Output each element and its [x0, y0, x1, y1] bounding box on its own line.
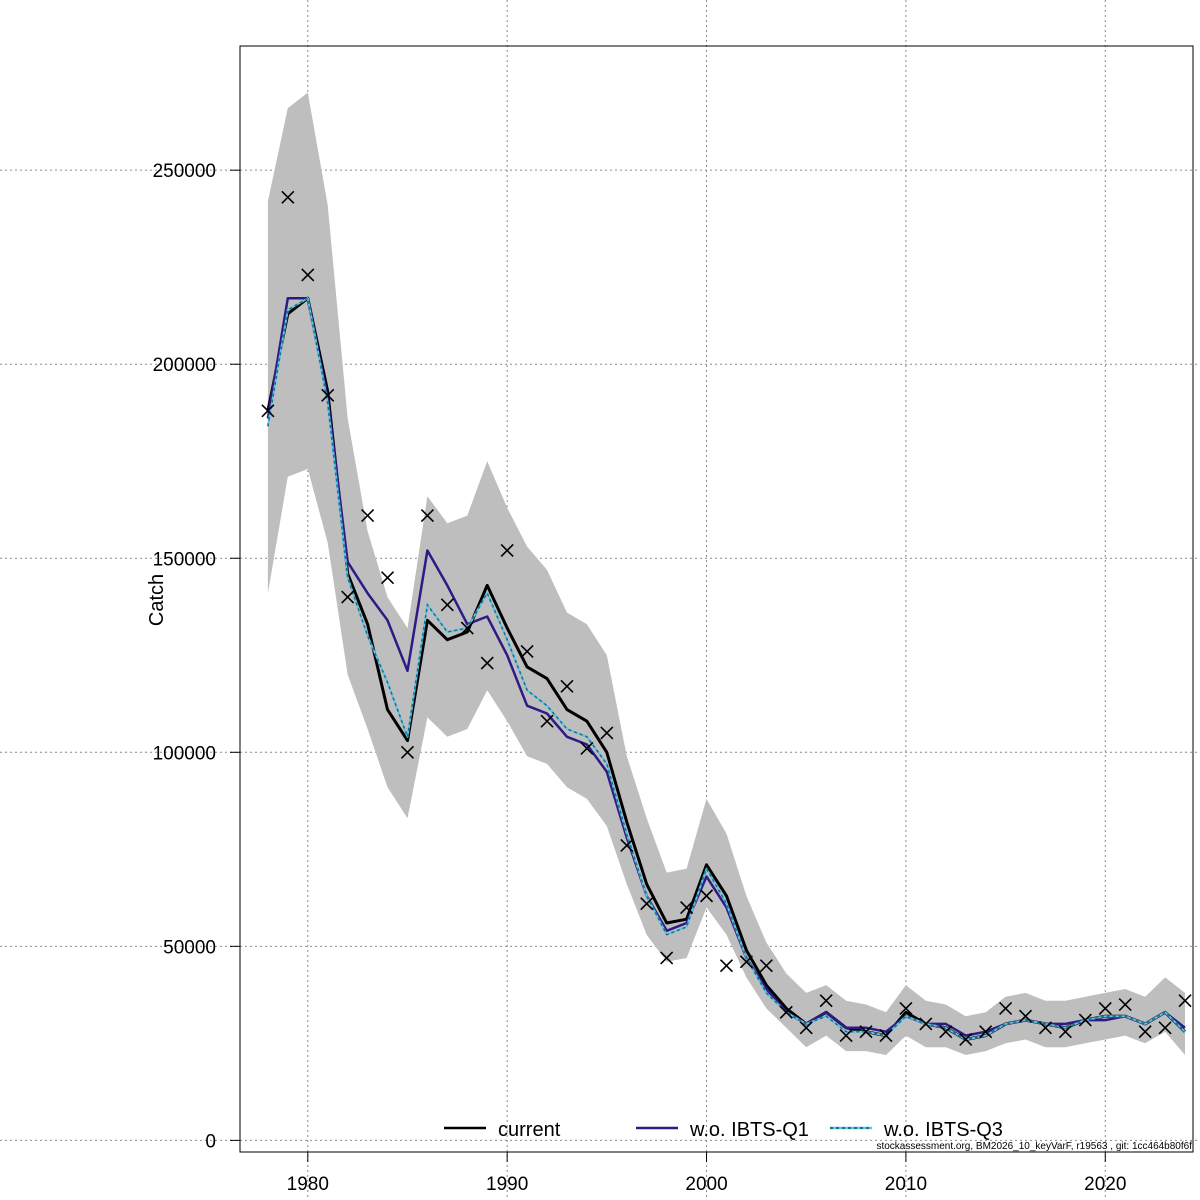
y-tick-label: 150000 [153, 549, 216, 570]
observed-point [460, 621, 474, 635]
observed-point [779, 1005, 793, 1019]
observed-point [819, 994, 833, 1008]
y-tick-label: 200000 [153, 355, 216, 376]
observed-point [999, 1001, 1013, 1015]
x-tick-label: 2000 [685, 1174, 727, 1195]
x-axis: 1980 1990 2000 2010 2020 [287, 1152, 1126, 1195]
observed-point [321, 388, 335, 402]
legend-label-current: current [498, 1119, 561, 1141]
observed-point [281, 190, 295, 204]
series-line-wo-ibts-q3-dash [267, 297, 1186, 1041]
y-tick-label: 250000 [153, 161, 216, 182]
observed-point [1118, 997, 1132, 1012]
observed-points [261, 190, 1192, 1047]
observed-point [600, 726, 614, 740]
x-tick-label: 1980 [287, 1174, 329, 1195]
observed-point [580, 741, 594, 755]
legend-label-wo-ibts-q1: w.o. IBTS-Q1 [689, 1119, 809, 1141]
observed-point [959, 1032, 973, 1047]
y-axis: 0 50000 100000 150000 200000 250000 [153, 161, 240, 1152]
observed-point [540, 714, 554, 728]
observed-point [879, 1029, 893, 1043]
legend-label-wo-ibts-q3: w.o. IBTS-Q3 [883, 1119, 1003, 1141]
observed-point [919, 1017, 933, 1031]
observed-point [380, 571, 395, 585]
observed-point [699, 889, 714, 903]
observed-point [341, 590, 355, 604]
observed-point [620, 838, 634, 852]
observed-point [1178, 994, 1192, 1008]
plot-border [239, 45, 1194, 1153]
observed-point [500, 543, 514, 558]
series-lines [266, 296, 1187, 1041]
observed-point [680, 900, 694, 915]
y-tick-label: 100000 [153, 743, 216, 764]
observed-point [1098, 1001, 1112, 1015]
observed-point [1018, 1009, 1033, 1023]
confidence-band [267, 92, 1185, 1056]
x-tick-label: 1990 [486, 1174, 528, 1195]
observed-point [939, 1025, 953, 1039]
observed-point [839, 1029, 853, 1043]
observed-point [719, 959, 734, 973]
observed-point [361, 508, 375, 523]
observed-point [1058, 1025, 1072, 1039]
observed-point [899, 1001, 913, 1015]
footer-note: stockassessment.org, BM2026_10_keyVarF, … [876, 1141, 1192, 1152]
observed-point [420, 508, 434, 523]
y-axis-title: Catch [146, 574, 168, 626]
observed-point [400, 745, 415, 759]
observed-point [739, 955, 753, 969]
y-tick-label: 0 [205, 1131, 216, 1152]
observed-point [979, 1025, 993, 1039]
observed-point [640, 897, 654, 911]
x-tick-label: 2020 [1084, 1174, 1126, 1195]
observed-point [799, 1021, 813, 1035]
observed-point [759, 959, 773, 973]
observed-point [859, 1025, 873, 1039]
observed-point [1158, 1021, 1172, 1035]
observed-point [261, 404, 275, 418]
observed-point [1138, 1025, 1152, 1039]
y-tick-label: 50000 [163, 937, 216, 958]
observed-point [1038, 1021, 1053, 1035]
observed-point [301, 268, 315, 282]
x-tick-label: 2010 [885, 1174, 927, 1195]
observed-point [440, 598, 454, 612]
observed-point [560, 679, 574, 693]
observed-point [480, 656, 494, 670]
legend: current w.o. IBTS-Q1 w.o. IBTS-Q3 [444, 1119, 1003, 1141]
observed-point [520, 644, 534, 658]
observed-point [660, 951, 674, 965]
observed-point [1078, 1013, 1092, 1027]
